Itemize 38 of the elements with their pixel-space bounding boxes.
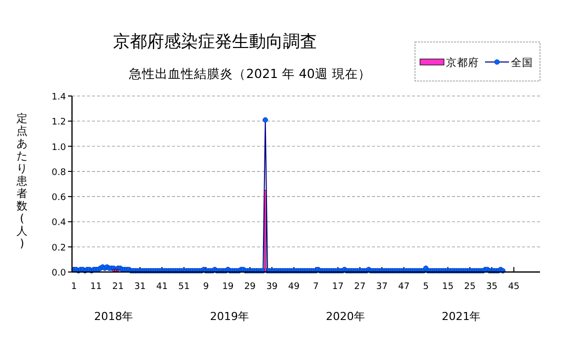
legend-label: 京都府	[446, 56, 479, 69]
x-tick-label: 31	[134, 282, 146, 292]
x-tick-label: 51	[178, 282, 190, 292]
x-tick-label: 49	[288, 282, 300, 292]
chart-title: 京都府感染症発生動向調査	[113, 32, 317, 52]
x-tick-label: 9	[203, 282, 210, 292]
y-tick-label: 1.2	[52, 118, 66, 128]
x-tick-label: 45	[508, 282, 520, 292]
y-tick-label: 1.0	[52, 142, 66, 153]
x-tick-label: 47	[398, 282, 410, 292]
text: 2019年	[210, 310, 249, 323]
text: 定点あたり患者数(人)	[16, 112, 28, 250]
x-tick-label: 5	[422, 282, 429, 292]
x-tick-label: 35	[486, 282, 498, 292]
text: 2021年	[442, 310, 481, 323]
legend-label: 全国	[511, 57, 533, 69]
x-tick-label: 17	[332, 282, 344, 292]
x-tick-label: 41	[156, 282, 168, 292]
x-tick-label: 39	[266, 282, 278, 292]
x-tick-label: 1	[71, 282, 77, 292]
y-tick-label: 0.0	[52, 268, 66, 278]
y-tick-label: 0.4	[52, 218, 66, 228]
x-tick-label: 11	[90, 282, 102, 292]
text: 2018年	[94, 310, 134, 323]
x-tick-label: 37	[376, 282, 388, 292]
y-tick-label: 1.4	[52, 92, 66, 102]
x-tick-label: 29	[244, 282, 256, 292]
text: 2020年	[326, 310, 365, 323]
y-tick-label: 0.8	[52, 168, 66, 178]
y-tick-label: 0.2	[52, 243, 66, 254]
x-tick-label: 19	[222, 282, 234, 292]
chart-subtitle: 急性出血性結膜炎（2021 年 40週 現在）	[128, 66, 371, 81]
x-tick-label: 25	[464, 282, 476, 292]
x-tick-label: 15	[442, 282, 454, 292]
x-tick-label: 21	[112, 282, 124, 292]
x-tick-label: 7	[313, 282, 319, 292]
x-tick-label: 27	[354, 282, 366, 292]
y-tick-label: 0.6	[52, 193, 66, 204]
